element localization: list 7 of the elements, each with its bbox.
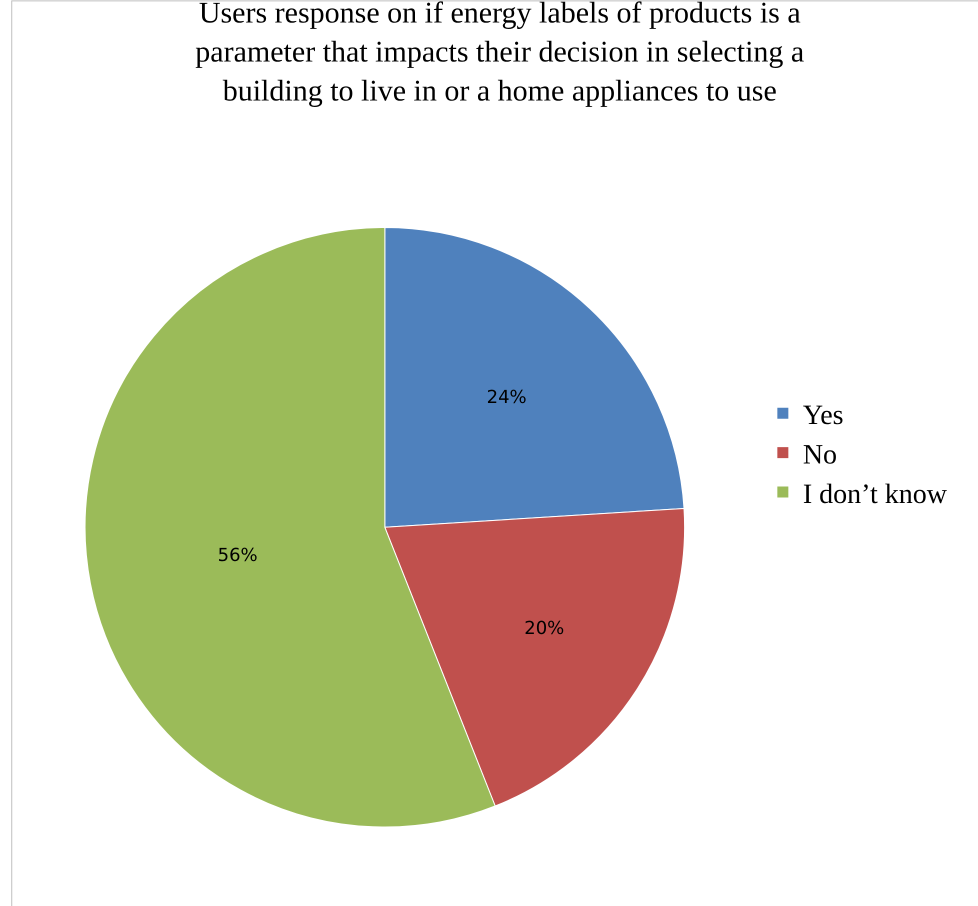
data-label: 56% [218,544,258,566]
chart-title: Users response on if energy labels of products is a parameter that impacts their decision in selecting a building to live in or a home appliances to use [195,0,804,108]
data-label: 20% [524,618,564,639]
legend-label: Yes [802,400,844,432]
data-label: 24% [486,387,527,408]
legend-label: No [802,440,838,471]
legend-label: I don’t know [802,478,948,510]
